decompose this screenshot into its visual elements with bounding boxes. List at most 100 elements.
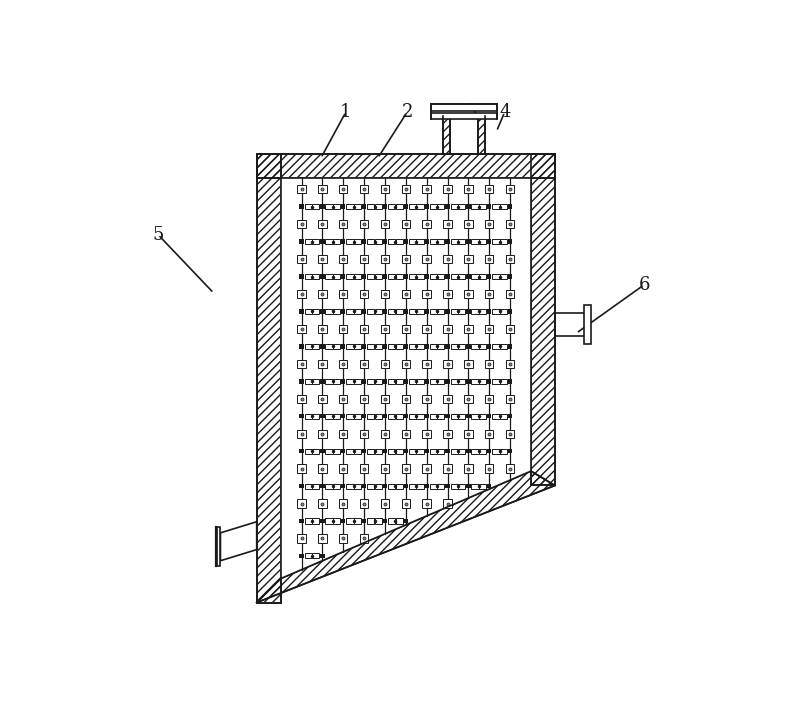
Bar xyxy=(346,344,354,349)
Bar xyxy=(367,484,374,489)
Bar xyxy=(430,309,437,314)
Bar xyxy=(341,414,346,418)
Bar xyxy=(339,534,347,542)
Bar xyxy=(367,413,374,418)
Bar xyxy=(395,309,402,314)
Bar xyxy=(508,204,512,209)
Bar xyxy=(360,185,368,193)
Bar xyxy=(471,239,478,244)
Bar xyxy=(450,116,478,153)
Bar xyxy=(320,274,325,279)
Bar xyxy=(339,220,347,228)
Bar xyxy=(479,309,486,314)
Bar xyxy=(508,274,512,279)
Bar xyxy=(354,484,361,489)
Bar xyxy=(339,429,347,438)
Bar xyxy=(438,239,445,244)
Bar xyxy=(326,484,333,489)
Bar xyxy=(402,395,410,403)
Bar xyxy=(318,500,326,508)
Bar xyxy=(388,449,395,454)
Bar xyxy=(388,484,395,489)
Bar xyxy=(318,464,326,473)
Bar xyxy=(382,240,387,244)
Bar xyxy=(333,344,340,349)
Bar xyxy=(466,344,470,349)
Bar xyxy=(374,274,382,279)
Bar xyxy=(487,414,491,418)
Bar xyxy=(402,220,410,228)
Bar xyxy=(500,379,507,384)
Bar xyxy=(506,255,514,264)
Bar xyxy=(257,153,555,178)
Bar xyxy=(425,449,429,453)
Bar xyxy=(382,309,387,313)
Bar xyxy=(395,344,402,349)
Bar xyxy=(471,449,478,454)
Bar xyxy=(464,325,473,333)
Polygon shape xyxy=(221,522,257,560)
Bar xyxy=(339,395,347,403)
Bar xyxy=(374,518,382,523)
Bar xyxy=(320,554,325,558)
Bar xyxy=(443,325,452,333)
Bar xyxy=(425,204,429,209)
Bar xyxy=(464,185,473,193)
Bar xyxy=(341,344,346,349)
Bar xyxy=(360,500,368,508)
Bar xyxy=(446,309,450,313)
Bar xyxy=(464,464,473,473)
Bar xyxy=(443,429,452,438)
Bar xyxy=(416,484,424,489)
Bar xyxy=(403,344,408,349)
Bar xyxy=(346,413,354,418)
Bar xyxy=(354,379,361,384)
Bar xyxy=(430,344,437,349)
Bar xyxy=(320,519,325,523)
Bar xyxy=(326,274,333,279)
Bar xyxy=(305,449,312,454)
Bar xyxy=(381,185,389,193)
Bar xyxy=(500,413,507,418)
Bar xyxy=(425,309,429,313)
Bar xyxy=(446,379,450,384)
Bar xyxy=(416,379,424,384)
Bar xyxy=(333,274,340,279)
Bar xyxy=(257,153,555,178)
Bar xyxy=(471,274,478,279)
Bar xyxy=(299,484,304,488)
Bar xyxy=(346,204,354,209)
Bar xyxy=(381,290,389,298)
Bar xyxy=(374,344,382,349)
Bar xyxy=(339,185,347,193)
Bar xyxy=(409,204,416,209)
Bar xyxy=(312,344,319,349)
Bar xyxy=(402,464,410,473)
Bar xyxy=(479,484,486,489)
Bar xyxy=(458,413,466,418)
Bar xyxy=(487,240,491,244)
Bar xyxy=(430,484,437,489)
Bar xyxy=(450,274,458,279)
Bar xyxy=(346,518,354,523)
Bar xyxy=(450,484,458,489)
Bar xyxy=(346,379,354,384)
Bar xyxy=(409,413,416,418)
Bar xyxy=(395,449,402,454)
Bar xyxy=(388,518,395,523)
Bar xyxy=(466,309,470,313)
Bar xyxy=(362,379,366,384)
Bar xyxy=(395,239,402,244)
Bar xyxy=(388,379,395,384)
Bar xyxy=(506,290,514,298)
Bar xyxy=(471,309,478,314)
Bar xyxy=(395,484,402,489)
Bar xyxy=(458,449,466,454)
Bar xyxy=(298,429,306,438)
Bar xyxy=(403,379,408,384)
Bar xyxy=(320,484,325,488)
Bar xyxy=(409,309,416,314)
Bar xyxy=(443,116,450,153)
Bar xyxy=(374,309,382,314)
Bar xyxy=(438,309,445,314)
